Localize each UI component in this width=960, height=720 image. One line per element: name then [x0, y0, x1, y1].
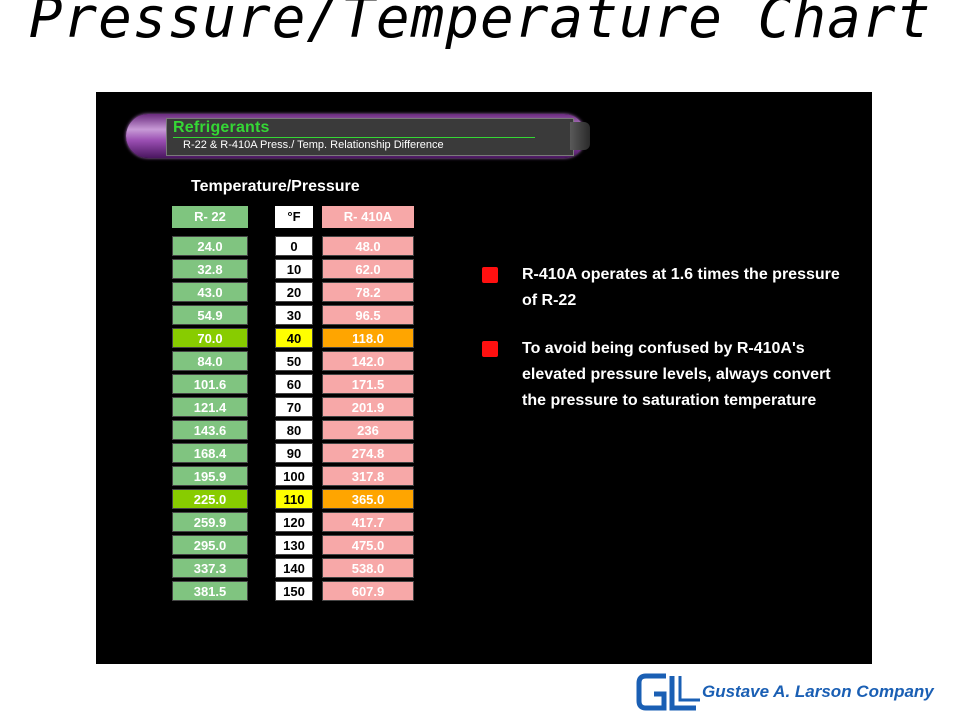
- temperature-column-header: °F: [275, 206, 313, 228]
- r22-pressure-cell: 143.6: [172, 420, 248, 440]
- banner-end-cap: [570, 122, 590, 150]
- bullet-square-icon: [482, 267, 498, 283]
- note-item: To avoid being confused by R-410A's elev…: [482, 336, 852, 414]
- r22-pressure-cell: 24.0: [172, 236, 248, 256]
- temperature-cell: 110: [275, 489, 313, 509]
- r410a-pressure-cell: 274.8: [322, 443, 414, 463]
- banner-title: Refrigerants: [173, 119, 270, 136]
- r22-pressure-cell: 70.0: [172, 328, 248, 348]
- r410a-pressure-cell: 365.0: [322, 489, 414, 509]
- r22-pressure-cell: 84.0: [172, 351, 248, 371]
- r22-pressure-cell: 32.8: [172, 259, 248, 279]
- banner-underline: [173, 137, 535, 138]
- temperature-cell: 120: [275, 512, 313, 532]
- r22-pressure-cell: 225.0: [172, 489, 248, 509]
- r410a-pressure-cell: 171.5: [322, 374, 414, 394]
- temperature-cell: 90: [275, 443, 313, 463]
- r410a-pressure-cell: 118.0: [322, 328, 414, 348]
- temperature-cell: 50: [275, 351, 313, 371]
- company-name: Gustave A. Larson Company: [702, 682, 934, 701]
- r410a-pressure-cell: 48.0: [322, 236, 414, 256]
- r410a-pressure-cell: 475.0: [322, 535, 414, 555]
- content-panel: Refrigerants R-22 & R-410A Press./ Temp.…: [96, 92, 872, 664]
- r22-pressure-cell: 43.0: [172, 282, 248, 302]
- r22-pressure-cell: 337.3: [172, 558, 248, 578]
- r410a-column-header: R- 410A: [322, 206, 414, 228]
- refrigerants-banner: Refrigerants R-22 & R-410A Press./ Temp.…: [126, 114, 590, 158]
- temperature-cell: 20: [275, 282, 313, 302]
- r22-pressure-cell: 259.9: [172, 512, 248, 532]
- temperature-cell: 150: [275, 581, 313, 601]
- r22-pressure-cell: 54.9: [172, 305, 248, 325]
- temperature-cell: 100: [275, 466, 313, 486]
- temperature-cell: 0: [275, 236, 313, 256]
- temperature-cell: 140: [275, 558, 313, 578]
- slide-title: Pressure/Temperature Chart: [28, 0, 932, 51]
- temperature-cell: 40: [275, 328, 313, 348]
- note-item: R-410A operates at 1.6 times the pressur…: [482, 262, 852, 314]
- temperature-cell: 60: [275, 374, 313, 394]
- r410a-pressure-cell: 62.0: [322, 259, 414, 279]
- r410a-pressure-cell: 78.2: [322, 282, 414, 302]
- temperature-cell: 80: [275, 420, 313, 440]
- table-heading: Temperature/Pressure: [191, 178, 360, 195]
- r410a-pressure-cell: 317.8: [322, 466, 414, 486]
- r410a-pressure-cell: 417.7: [322, 512, 414, 532]
- r22-column-header: R- 22: [172, 206, 248, 228]
- r22-pressure-cell: 101.6: [172, 374, 248, 394]
- note-text: R-410A operates at 1.6 times the pressur…: [522, 266, 840, 309]
- temperature-cell: 70: [275, 397, 313, 417]
- r410a-pressure-cell: 142.0: [322, 351, 414, 371]
- r410a-column: R- 410A 48.0 62.0 78.2 96.5 118.0 142.0 171.5 2…: [322, 206, 414, 604]
- gl-logo-icon: [636, 673, 700, 711]
- r410a-pressure-cell: 96.5: [322, 305, 414, 325]
- r22-pressure-cell: 381.5: [172, 581, 248, 601]
- r22-pressure-cell: 295.0: [172, 535, 248, 555]
- r22-pressure-cell: 168.4: [172, 443, 248, 463]
- temperature-cell: 130: [275, 535, 313, 555]
- r22-pressure-cell: 195.9: [172, 466, 248, 486]
- bullet-square-icon: [482, 341, 498, 357]
- r410a-pressure-cell: 236: [322, 420, 414, 440]
- temperature-column: °F 0 10 20 30 40 50 60 70 80 90 100 110 120 130 140 150: [275, 206, 313, 604]
- company-logo: Gustave A. Larson Company: [636, 670, 936, 714]
- banner-label-box: Refrigerants R-22 & R-410A Press./ Temp.…: [166, 118, 574, 156]
- r410a-pressure-cell: 201.9: [322, 397, 414, 417]
- r410a-pressure-cell: 538.0: [322, 558, 414, 578]
- r22-pressure-cell: 121.4: [172, 397, 248, 417]
- temperature-cell: 30: [275, 305, 313, 325]
- r410a-pressure-cell: 607.9: [322, 581, 414, 601]
- temperature-cell: 10: [275, 259, 313, 279]
- r22-column: R- 22 24.0 32.8 43.0 54.9 70.0 84.0 101.6 121.4…: [172, 206, 248, 604]
- note-text: To avoid being confused by R-410A's elev…: [522, 340, 831, 409]
- banner-subtitle: R-22 & R-410A Press./ Temp. Relationship…: [183, 139, 444, 151]
- notes-list: R-410A operates at 1.6 times the pressur…: [482, 262, 852, 436]
